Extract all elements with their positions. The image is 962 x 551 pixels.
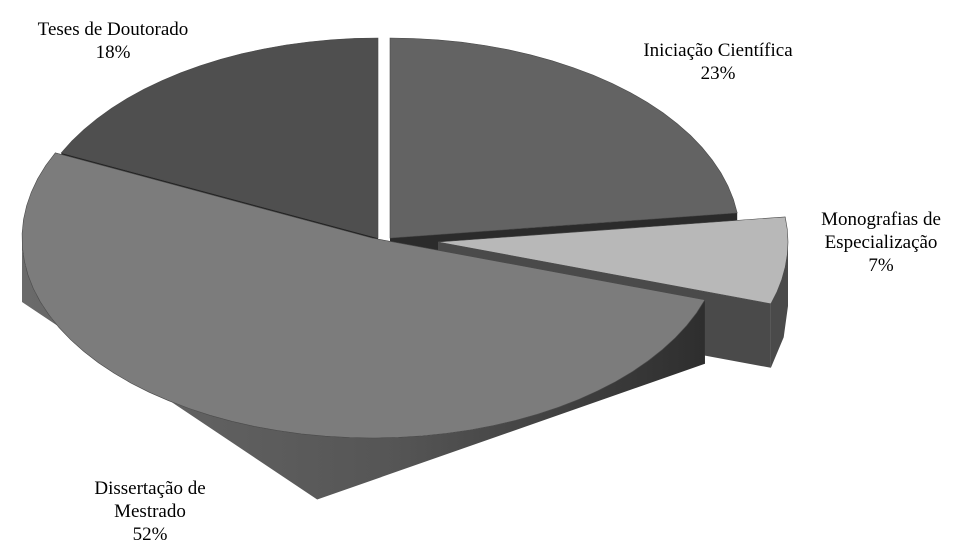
slice-percent: 23% — [701, 63, 736, 84]
slice-label-line: Especialização — [825, 232, 938, 253]
slice-top — [60, 37, 379, 239]
pie-slice — [21, 152, 706, 500]
slice-label: Dissertação de Mestrado 52% — [94, 478, 205, 545]
slice-label: Monografias de Especialização 7% — [821, 209, 941, 276]
slice-side — [22, 238, 705, 500]
slice-label-line: Monografias de — [821, 209, 941, 230]
slice-percent: 18% — [96, 42, 131, 63]
slice-percent: 52% — [133, 524, 168, 545]
slice-top — [21, 152, 706, 439]
slice-label: Teses de Doutorado 18% — [38, 19, 189, 63]
slice-label-line: Iniciação Científica — [643, 40, 793, 61]
slice-label-line: Teses de Doutorado — [38, 19, 189, 40]
slice-label-line: Dissertação de — [94, 478, 205, 499]
slice-label-line: Mestrado — [114, 501, 186, 522]
slice-top — [389, 37, 738, 239]
slice-top — [437, 216, 789, 305]
slice-percent: 7% — [868, 255, 894, 276]
slice-label: Iniciação Científica 23% — [643, 40, 793, 84]
